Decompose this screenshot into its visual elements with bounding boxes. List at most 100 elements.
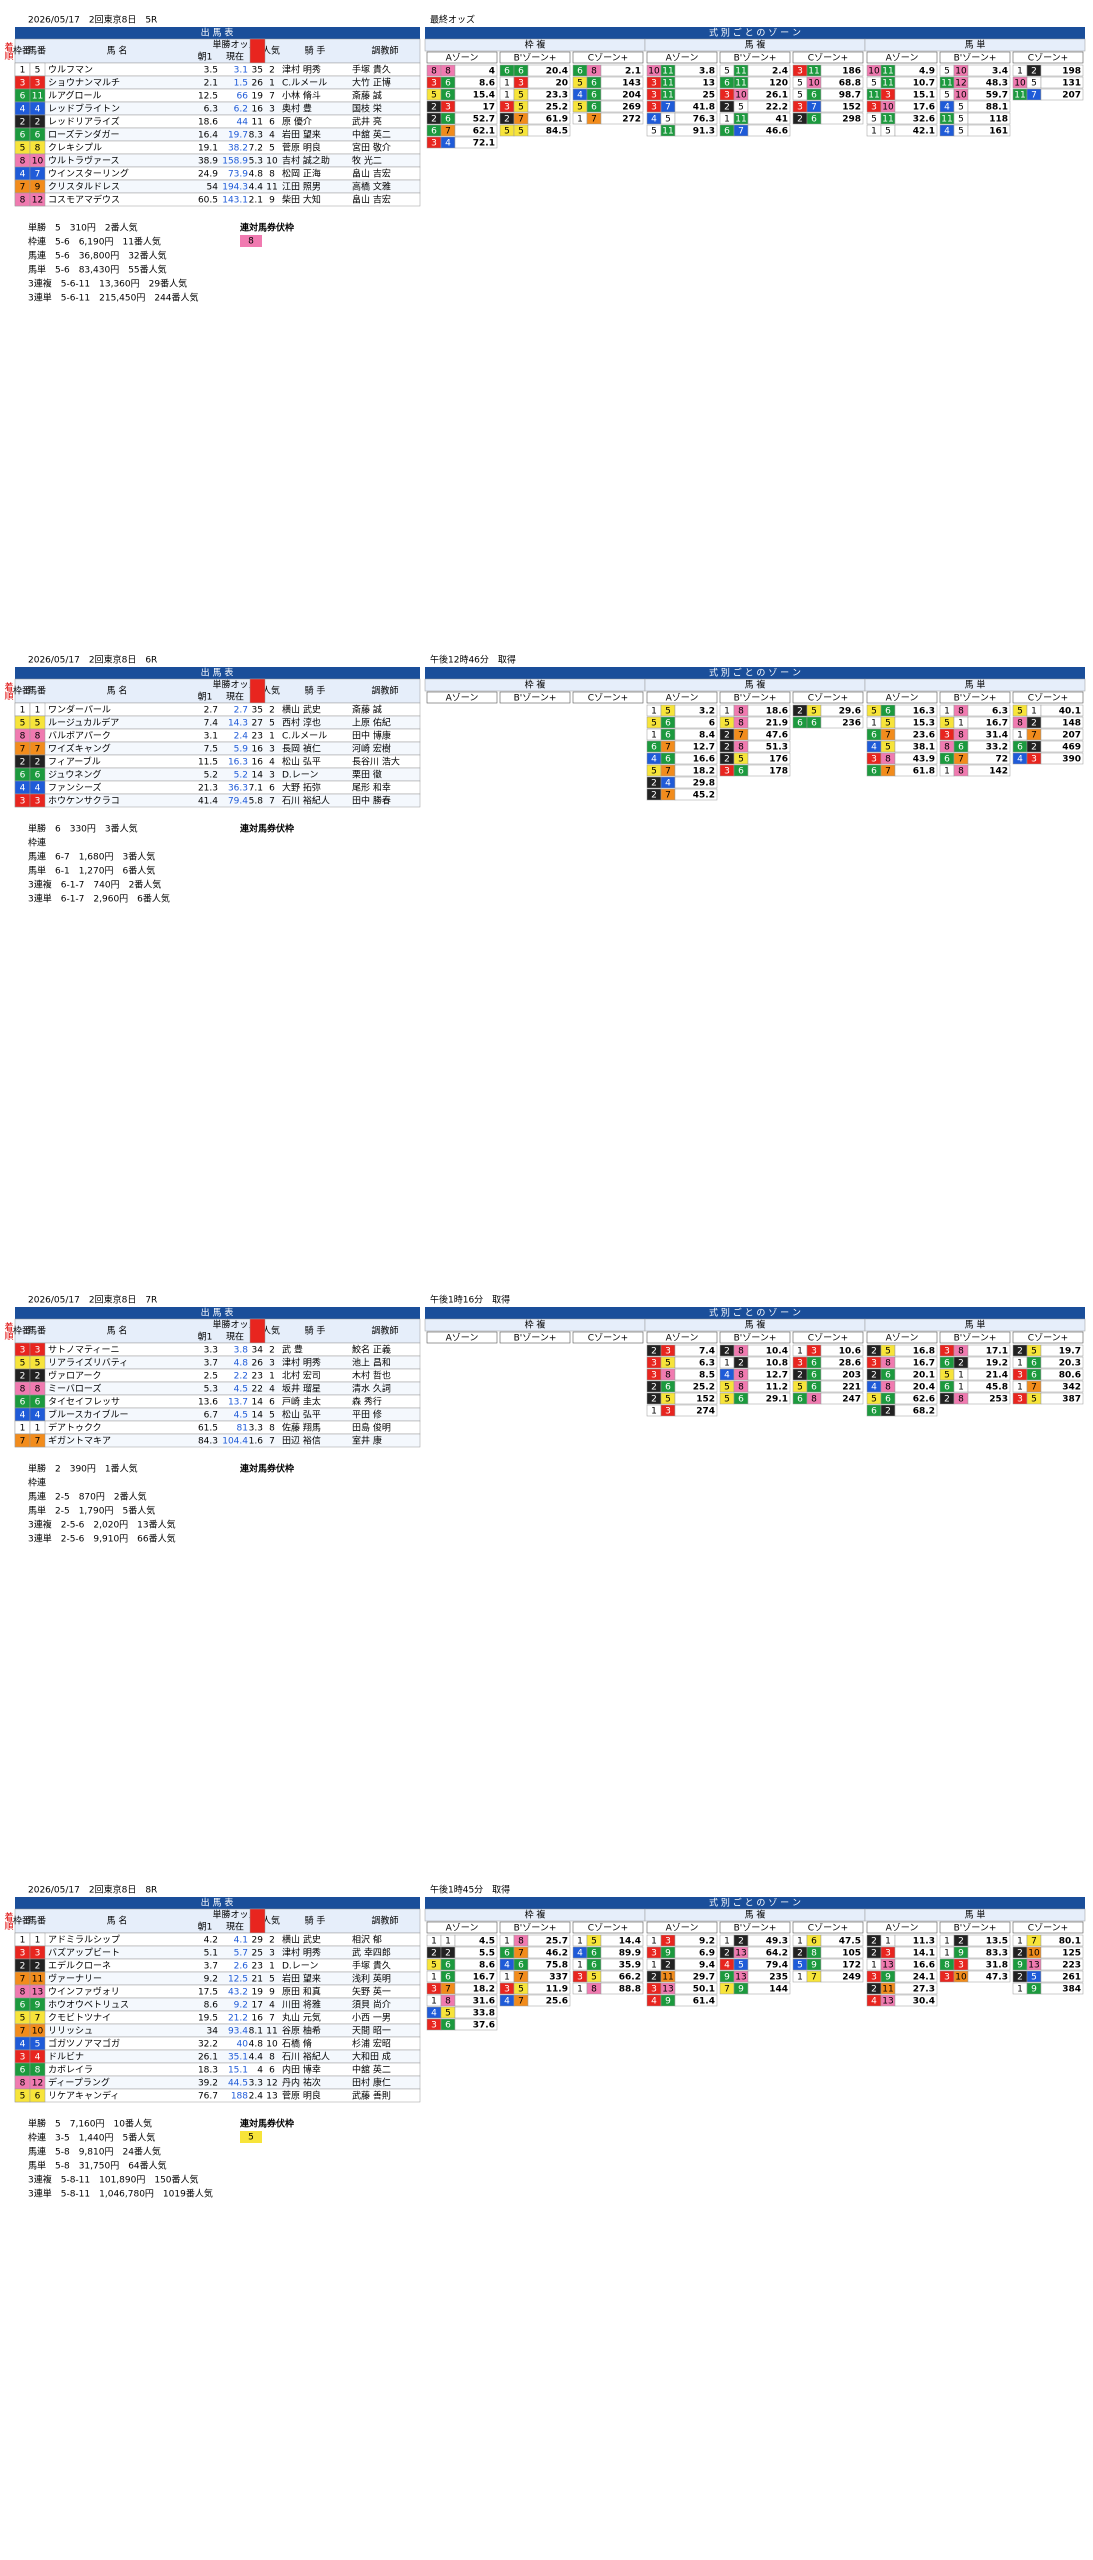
- odds: 3.3: [249, 1424, 263, 1434]
- zone-value: 8.6: [479, 79, 495, 89]
- group-header: 馬 複: [745, 1909, 766, 1921]
- zone-num: 4: [944, 103, 950, 113]
- cell: [894, 764, 938, 777]
- zone-value: 41.8: [693, 103, 715, 113]
- table-header: 現在: [226, 51, 244, 63]
- odds: 81: [237, 1424, 248, 1434]
- cell: [1040, 1368, 1084, 1381]
- table-title: 出 馬 表: [201, 1897, 234, 1909]
- umaban: 13: [32, 1988, 43, 1998]
- ninki: 7: [269, 92, 275, 102]
- umaban: 8: [35, 1385, 41, 1395]
- jockey: 松山 弘平: [282, 1409, 321, 1421]
- table-header: 馬番: [28, 1915, 46, 1927]
- zone-num: 6: [591, 1949, 597, 1959]
- trainer: 斎藤 誠: [352, 704, 382, 716]
- waku: 4: [20, 105, 26, 115]
- zone-value: 52.7: [473, 115, 495, 125]
- trainer: 手塚 貴久: [352, 1960, 391, 1972]
- trainer: 森 秀行: [352, 1396, 382, 1408]
- odds: 4.5: [234, 1411, 248, 1421]
- result: 3連単 2-5-6 9,910円 66番人気: [28, 1533, 176, 1545]
- umaban: 7: [35, 170, 41, 180]
- odds: 35: [252, 706, 263, 716]
- table-header: 現在: [226, 691, 244, 703]
- cell: [1040, 1970, 1084, 1983]
- horse-name: ワンダーパール: [48, 704, 111, 716]
- jockey: 大野 拓弥: [282, 782, 321, 794]
- cell: [820, 716, 864, 729]
- zone-value: 17.1: [986, 1347, 1008, 1357]
- zone-label-box: [572, 691, 644, 704]
- cell: [454, 2006, 498, 2019]
- umaban: 12: [32, 196, 43, 206]
- horse-name: リアライズリバティ: [48, 1357, 128, 1369]
- cell: [674, 752, 718, 765]
- zone-num: 5: [885, 743, 891, 753]
- jockey: 坂井 瑠星: [282, 1383, 321, 1395]
- cell: [454, 124, 498, 137]
- odds: 39.2: [198, 2079, 218, 2089]
- zone-label: Cゾーン+: [1028, 1923, 1068, 1934]
- zone-num: 4: [431, 2009, 437, 2019]
- zone-num: 4: [445, 139, 451, 149]
- zone-num: 1: [577, 1961, 583, 1971]
- zone-num: 6: [591, 79, 597, 89]
- zone-value: 33.2: [986, 743, 1008, 753]
- zone-value: 12.7: [766, 1371, 788, 1381]
- trainer: 上原 佑紀: [352, 717, 391, 729]
- cell: [894, 1958, 938, 1971]
- table-header: 人気: [262, 1915, 280, 1927]
- zone-label-box: [792, 1331, 864, 1344]
- zone-label: B'ゾーン+: [954, 53, 997, 64]
- odds: 21.3: [198, 784, 218, 794]
- waku: 3: [20, 1346, 26, 1356]
- odds: 2.1: [249, 196, 263, 206]
- cell: [967, 1946, 1011, 1959]
- odds: 14.3: [228, 719, 248, 729]
- zone-value: 274: [696, 1407, 715, 1417]
- zone-num: 11: [662, 67, 673, 77]
- cell: [600, 88, 644, 101]
- jockey: 石橋 脩: [282, 2038, 312, 2050]
- odds: 14: [252, 1411, 264, 1421]
- umaban: 3: [35, 79, 41, 89]
- zone-num: 3: [885, 1949, 891, 1959]
- odds: 41.4: [198, 797, 218, 807]
- umaban: 9: [35, 183, 41, 193]
- zone-label-box: [646, 51, 718, 64]
- zone-value: 17.6: [913, 103, 935, 113]
- cell: [894, 740, 938, 753]
- zone-value: 45.2: [693, 791, 715, 801]
- cell: [29, 2088, 46, 2103]
- cell: [967, 1970, 1011, 1983]
- table-band: [15, 27, 420, 39]
- zone-value: 16.7: [913, 1359, 935, 1369]
- zone-num: 6: [944, 755, 950, 765]
- zone-value: 4.5: [479, 1937, 495, 1947]
- odds: 4.4: [249, 2053, 264, 2063]
- jockey: 松岡 正海: [282, 168, 321, 180]
- ninki: 5: [269, 1411, 275, 1421]
- ninki: 6: [269, 784, 275, 794]
- zone-value: 62.6: [913, 1395, 935, 1405]
- zone-title: 式 別 ご と の ゾ ー ン: [709, 1307, 801, 1319]
- waku: 2: [20, 118, 26, 128]
- odds: 16: [252, 2014, 264, 2024]
- zone-num: 1: [958, 719, 964, 729]
- zone-num: 11: [868, 91, 879, 101]
- odds: 24.9: [198, 170, 218, 180]
- zone-num: 2: [431, 115, 437, 125]
- zone-num: 6: [958, 743, 964, 753]
- result: 馬連 2-5 870円 2番人気: [28, 1491, 147, 1503]
- cell: [454, 1934, 498, 1947]
- umaban: 9: [35, 2001, 41, 2011]
- zone-num: 8: [958, 1347, 964, 1357]
- horse-name: ブルースカイブルー: [48, 1409, 129, 1421]
- zone-label: B'ゾーン+: [734, 693, 777, 704]
- cell: [527, 124, 571, 137]
- zone-value: 10.8: [766, 1359, 788, 1369]
- zone-num: 3: [651, 1985, 657, 1995]
- zone-value: 80.6: [1059, 1371, 1081, 1381]
- trainer: 天間 昭一: [352, 2026, 391, 2037]
